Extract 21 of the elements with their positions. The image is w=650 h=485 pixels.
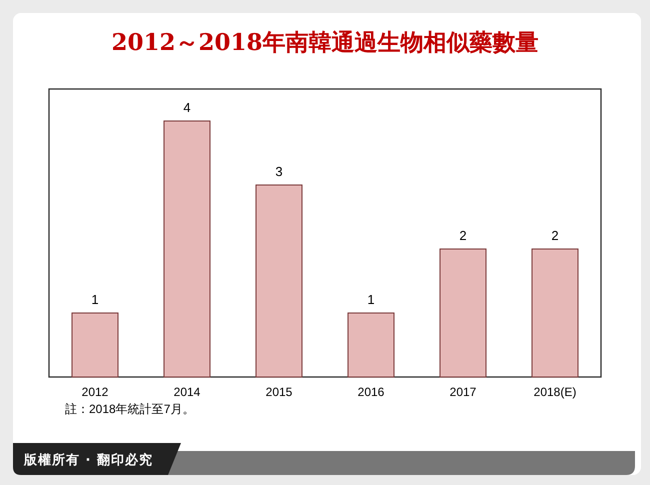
bar xyxy=(532,248,578,378)
x-tick-label: 2018(E) xyxy=(534,385,576,399)
data-label: 1 xyxy=(367,292,375,307)
data-label: 1 xyxy=(91,292,99,307)
bar xyxy=(256,184,302,378)
bar xyxy=(72,312,118,378)
text: 版權所有 · 翻印必究 xyxy=(23,452,153,468)
bar xyxy=(440,248,486,378)
data-label: 3 xyxy=(275,164,283,179)
x-tick-label: 2017 xyxy=(450,385,477,399)
chart-title: 2012～2018年南韓通過生物相似藥數量 xyxy=(111,29,539,56)
x-tick-label: 2014 xyxy=(174,385,201,399)
bar xyxy=(348,312,394,378)
data-label: 4 xyxy=(183,100,191,115)
data-label: 2 xyxy=(459,228,467,243)
x-tick-label: 2012 xyxy=(82,385,109,399)
x-tick-label: 2016 xyxy=(358,385,385,399)
bar xyxy=(164,120,210,378)
data-label: 2 xyxy=(551,228,559,243)
text: 註：2018年統計至7月。 xyxy=(65,402,194,416)
x-tick-label: 2015 xyxy=(266,385,293,399)
